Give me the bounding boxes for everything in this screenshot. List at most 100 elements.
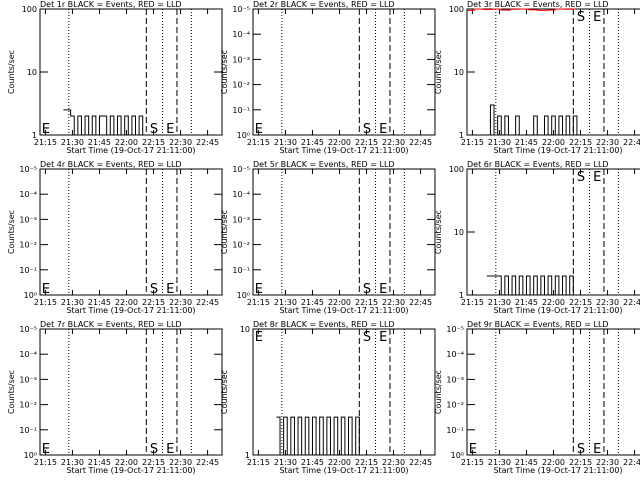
y-tick-label: 10⁰ xyxy=(24,291,37,300)
annotation: E xyxy=(42,442,50,457)
x-axis-label: Start Time (19-Oct-17 21:11:00) xyxy=(66,146,195,155)
y-tick-label: 10⁻⁴ xyxy=(446,350,464,359)
y-tick-label: 1 xyxy=(459,131,464,140)
x-tick-label: 21:45 xyxy=(301,138,324,147)
plot-frame xyxy=(466,328,640,456)
y-tick-label: 10⁻⁴ xyxy=(19,190,37,199)
x-tick-label: 22:30 xyxy=(596,458,619,467)
x-axis-label: Start Time (19-Oct-17 21:11:00) xyxy=(66,306,195,315)
plot-frame xyxy=(252,168,436,296)
annotation: S xyxy=(150,282,158,297)
x-tick-label: 21:30 xyxy=(488,298,511,307)
x-tick-label: 22:45 xyxy=(196,138,219,147)
y-axis-label: Counts/sec xyxy=(220,50,229,94)
x-tick-label: 21:45 xyxy=(88,458,111,467)
x-tick-label: 22:15 xyxy=(355,298,378,307)
y-axis-label: Counts/sec xyxy=(220,210,229,254)
annotation: E xyxy=(166,442,174,457)
x-tick-label: 22:30 xyxy=(382,458,405,467)
panel-title: Det 1r BLACK = Events, RED = LLD xyxy=(40,0,182,9)
x-axis-label: Start Time (19-Oct-17 21:11:00) xyxy=(279,146,408,155)
y-tick-label: 10⁻¹ xyxy=(446,426,464,435)
x-tick-label: 22:45 xyxy=(623,298,640,307)
y-tick-label: 10 xyxy=(240,325,250,334)
y-tick-label: 100 xyxy=(22,5,37,14)
x-tick-label: 22:30 xyxy=(382,298,405,307)
y-tick-label: 10 xyxy=(454,228,464,237)
x-tick-label: 22:45 xyxy=(623,138,640,147)
x-axis-label: Start Time (19-Oct-17 21:11:00) xyxy=(279,466,408,475)
annotation: S xyxy=(150,442,158,457)
x-tick-label: 21:45 xyxy=(88,298,111,307)
y-tick-label: 10⁻² xyxy=(232,81,250,90)
y-tick-label: 10⁻³ xyxy=(232,215,250,224)
annotation: E xyxy=(593,442,601,457)
annotation: E xyxy=(42,282,50,297)
panel-title: Det 4r BLACK = Events, RED = LLD xyxy=(40,160,182,169)
y-axis-label: Counts/sec xyxy=(434,210,443,254)
annotation: S xyxy=(363,330,371,345)
y-tick-label: 1 xyxy=(32,131,37,140)
x-tick-label: 21:30 xyxy=(488,458,511,467)
panel-title: Det 6r BLACK = Events, RED = LLD xyxy=(467,160,609,169)
annotation: E xyxy=(255,282,263,297)
plot-frame xyxy=(39,328,223,456)
panel-title: Det 2r BLACK = Events, RED = LLD xyxy=(253,0,395,9)
annotation: E xyxy=(593,10,601,25)
y-axis-label: Counts/sec xyxy=(434,370,443,414)
x-tick-label: 21:45 xyxy=(88,138,111,147)
x-tick-label: 22:30 xyxy=(596,138,619,147)
annotation: S xyxy=(363,282,371,297)
x-tick-label: 21:45 xyxy=(301,298,324,307)
y-tick-label: 10 xyxy=(27,68,37,77)
y-tick-label: 10⁻¹ xyxy=(19,266,37,275)
x-tick-label: 21:15 xyxy=(34,298,57,307)
plot-frame xyxy=(252,328,436,456)
x-tick-label: 22:00 xyxy=(542,138,565,147)
y-tick-label: 10⁻² xyxy=(446,401,464,410)
annotation: E xyxy=(379,330,387,345)
panel-title: Det 7r BLACK = Events, RED = LLD xyxy=(40,320,182,329)
x-tick-label: 21:15 xyxy=(461,298,484,307)
annotation: S xyxy=(150,122,158,137)
x-tick-label: 22:45 xyxy=(196,458,219,467)
annotation: S xyxy=(577,442,585,457)
x-tick-label: 21:45 xyxy=(515,458,538,467)
y-tick-label: 10⁰ xyxy=(237,291,250,300)
y-axis-label: Counts/sec xyxy=(434,50,443,94)
x-tick-label: 21:30 xyxy=(488,138,511,147)
y-tick-label: 10⁻⁵ xyxy=(232,165,250,174)
y-tick-label: 100 xyxy=(449,5,464,14)
y-tick-label: 10⁻¹ xyxy=(232,266,250,275)
annotation: E xyxy=(42,122,50,137)
annotation: E xyxy=(379,122,387,137)
y-axis-label: Counts/sec xyxy=(7,370,16,414)
plot-frame xyxy=(39,168,223,296)
y-tick-label: 1 xyxy=(245,451,250,460)
x-tick-label: 21:15 xyxy=(247,298,270,307)
y-tick-label: 10⁻² xyxy=(19,401,37,410)
y-tick-label: 10⁻² xyxy=(19,241,37,250)
x-tick-label: 22:00 xyxy=(115,458,138,467)
x-tick-label: 22:30 xyxy=(596,298,619,307)
x-axis-label: Start Time (19-Oct-17 21:11:00) xyxy=(66,466,195,475)
y-tick-label: 10⁰ xyxy=(451,451,464,460)
x-tick-label: 21:15 xyxy=(461,138,484,147)
y-axis-label: Counts/sec xyxy=(7,50,16,94)
panel-title: Det 8r BLACK = Events, RED = LLD xyxy=(253,320,395,329)
y-tick-label: 10⁻¹ xyxy=(232,106,250,115)
x-tick-label: 22:30 xyxy=(169,138,192,147)
y-tick-label: 10⁻³ xyxy=(19,215,37,224)
y-tick-label: 100 xyxy=(449,165,464,174)
x-tick-label: 22:15 xyxy=(355,138,378,147)
x-tick-label: 22:00 xyxy=(115,298,138,307)
x-tick-label: 22:45 xyxy=(409,458,432,467)
x-tick-label: 22:30 xyxy=(169,458,192,467)
x-tick-label: 21:30 xyxy=(61,138,84,147)
y-tick-label: 10⁻⁴ xyxy=(232,30,250,39)
y-tick-label: 10⁻⁴ xyxy=(19,350,37,359)
annotation: S xyxy=(577,170,585,185)
y-tick-label: 1 xyxy=(459,291,464,300)
x-tick-label: 21:15 xyxy=(34,458,57,467)
